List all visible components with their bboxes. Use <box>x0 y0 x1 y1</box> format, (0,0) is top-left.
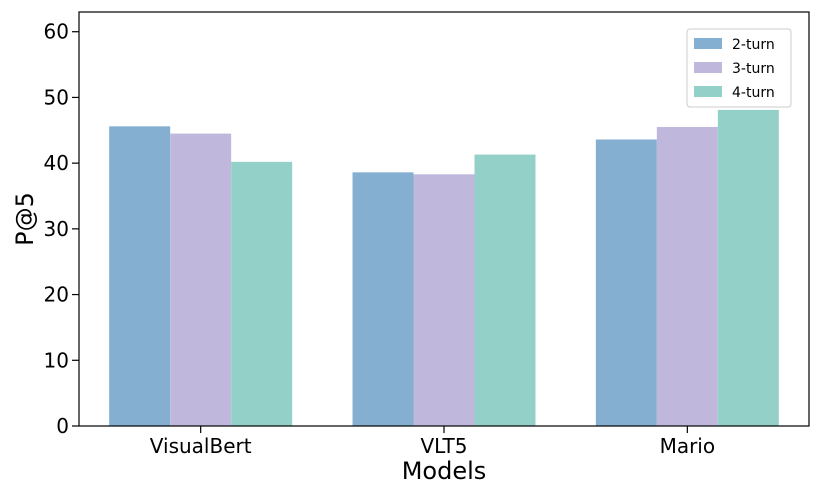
legend-swatch-4-turn <box>694 86 722 97</box>
legend-swatch-2-turn <box>694 38 722 49</box>
bar-2-turn-VLT5 <box>352 172 414 426</box>
bar-4-turn-VLT5 <box>474 154 536 426</box>
y-tick-label: 0 <box>56 414 69 438</box>
legend-swatch-3-turn <box>694 62 722 73</box>
bar-4-turn-VisualBert <box>231 161 293 427</box>
legend-label-2-turn: 2-turn <box>732 37 775 53</box>
x-axis: VisualBert VLT5 Mario <box>150 426 715 458</box>
bar-3-turn-VLT5 <box>413 174 475 426</box>
y-tick-label: 30 <box>44 217 69 241</box>
y-tick-label: 60 <box>44 20 69 44</box>
bars-group <box>109 109 779 427</box>
legend-label-3-turn: 3-turn <box>732 61 775 77</box>
y-axis: 0 10 20 30 40 50 60 <box>44 20 79 438</box>
bar-3-turn-Mario <box>656 127 718 426</box>
bar-2-turn-VisualBert <box>109 126 171 426</box>
y-tick-label: 40 <box>44 151 69 175</box>
x-tick-label: VLT5 <box>420 434 467 458</box>
bar-4-turn-Mario <box>717 109 779 427</box>
x-tick-label: VisualBert <box>150 434 252 458</box>
y-axis-title: P@5 <box>11 192 39 246</box>
x-tick-label: Mario <box>660 434 716 458</box>
x-axis-title: Models <box>402 457 487 485</box>
y-tick-label: 20 <box>44 283 69 307</box>
bar-3-turn-VisualBert <box>170 133 232 427</box>
y-tick-label: 50 <box>44 85 69 109</box>
y-tick-label: 10 <box>44 348 69 372</box>
legend-label-4-turn: 4-turn <box>732 85 775 101</box>
bar-2-turn-Mario <box>595 139 657 426</box>
legend: 2-turn 3-turn 4-turn <box>686 28 792 108</box>
